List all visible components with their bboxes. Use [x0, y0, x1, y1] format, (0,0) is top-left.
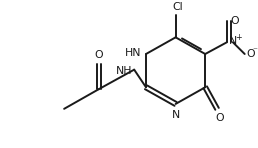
Text: O: O	[94, 50, 103, 60]
Text: HN: HN	[125, 48, 141, 58]
Text: N: N	[172, 110, 180, 120]
Text: O: O	[247, 49, 255, 59]
Text: +: +	[235, 33, 241, 42]
Text: Cl: Cl	[172, 2, 183, 12]
Text: ⁻: ⁻	[253, 47, 257, 56]
Text: N: N	[229, 36, 237, 46]
Text: O: O	[231, 16, 239, 26]
Text: NH: NH	[116, 66, 132, 76]
Text: O: O	[216, 113, 224, 123]
